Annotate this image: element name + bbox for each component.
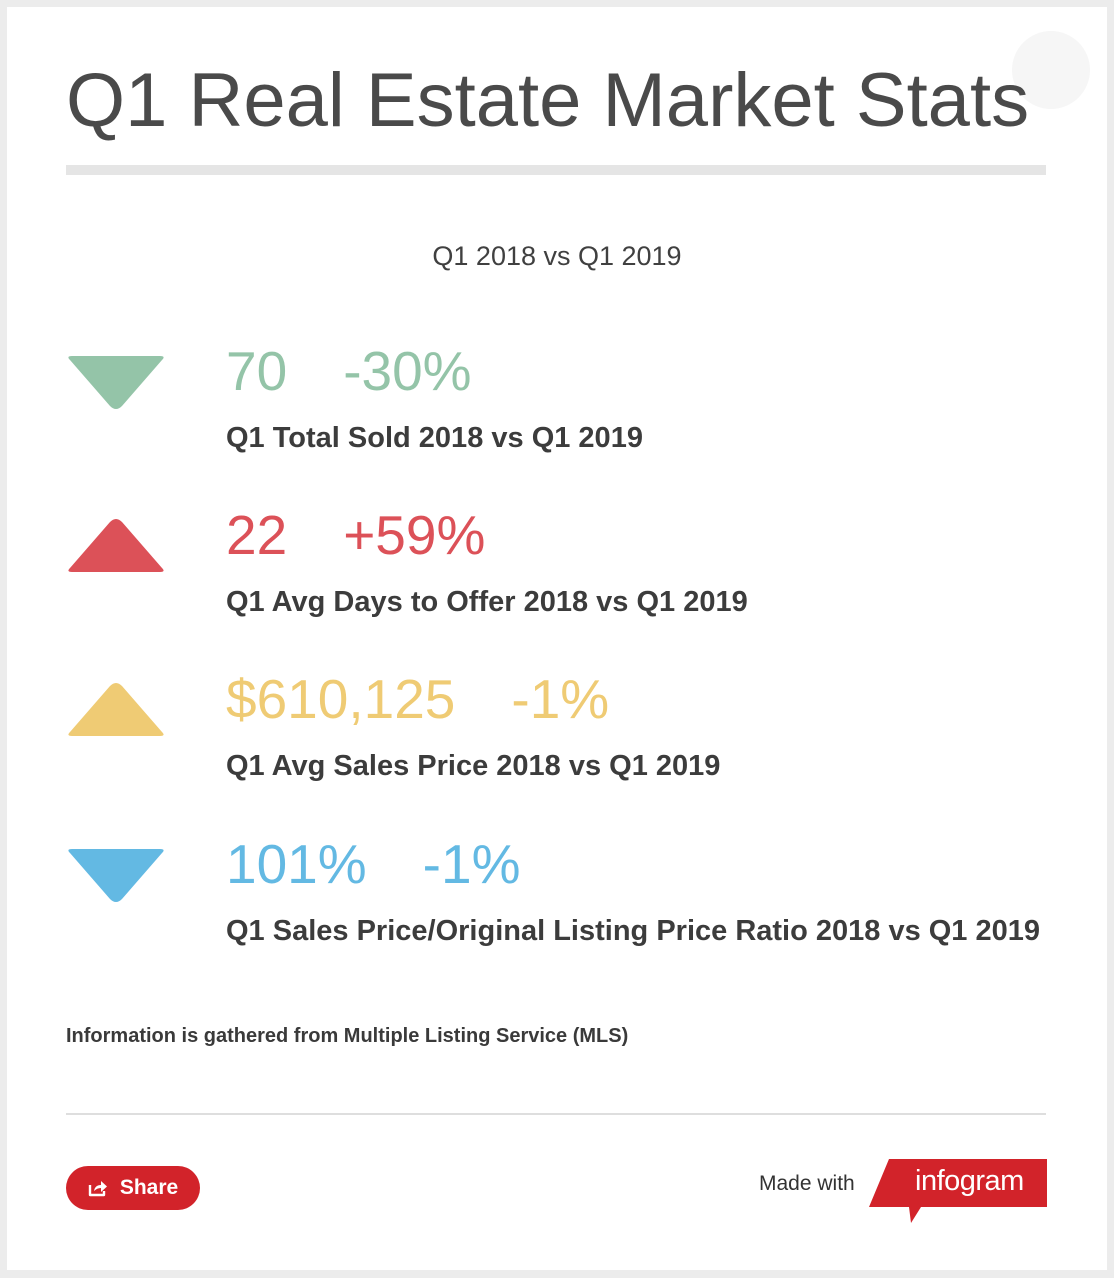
stat-value: 22: [226, 508, 287, 563]
stat-avg-sales-price: $610,125 -1% Q1 Avg Sales Price 2018 vs Q…: [66, 680, 1066, 810]
stat-values: $610,125 -1%: [226, 672, 609, 727]
page-title: Q1 Real Estate Market Stats: [66, 63, 1029, 139]
triangle-up-icon: [66, 518, 166, 574]
triangle-down-icon: [66, 847, 166, 903]
stat-values: 22 +59%: [226, 508, 485, 563]
share-label: Share: [120, 1176, 178, 1200]
stat-label: Q1 Sales Price/Original Listing Price Ra…: [226, 915, 1040, 948]
source-note: Information is gathered from Multiple Li…: [66, 1025, 628, 1048]
infographic-card: Q1 Real Estate Market Stats Q1 2018 vs Q…: [7, 7, 1107, 1270]
stat-label: Q1 Avg Sales Price 2018 vs Q1 2019: [226, 750, 720, 783]
footer-divider: [66, 1113, 1046, 1115]
triangle-down-icon: [66, 354, 166, 410]
stat-values: 70 -30%: [226, 344, 472, 399]
infogram-logo-link[interactable]: infogram: [869, 1159, 1047, 1225]
stat-change: -30%: [343, 344, 471, 399]
stat-change: +59%: [343, 508, 485, 563]
share-button[interactable]: Share: [66, 1166, 200, 1210]
stat-change: -1%: [511, 672, 609, 727]
infogram-wordmark: infogram: [915, 1165, 1024, 1198]
comparison-subtitle: Q1 2018 vs Q1 2019: [7, 241, 1107, 272]
stat-price-ratio: 101% -1% Q1 Sales Price/Original Listing …: [66, 845, 1066, 975]
stat-value: 70: [226, 344, 287, 399]
made-with-text: Made with: [759, 1172, 855, 1196]
stat-total-sold: 70 -30% Q1 Total Sold 2018 vs Q1 2019: [66, 352, 1066, 482]
stat-value: $610,125: [226, 672, 455, 727]
stat-values: 101% -1%: [226, 837, 520, 892]
stat-value: 101%: [226, 837, 367, 892]
stat-avg-days-to-offer: 22 +59% Q1 Avg Days to Offer 2018 vs Q1 2…: [66, 516, 1066, 646]
stat-change: -1%: [423, 837, 521, 892]
stat-label: Q1 Total Sold 2018 vs Q1 2019: [226, 422, 643, 455]
stat-label: Q1 Avg Days to Offer 2018 vs Q1 2019: [226, 586, 748, 619]
triangle-up-icon: [66, 682, 166, 738]
share-icon: [88, 1179, 108, 1197]
title-divider: [66, 165, 1046, 175]
